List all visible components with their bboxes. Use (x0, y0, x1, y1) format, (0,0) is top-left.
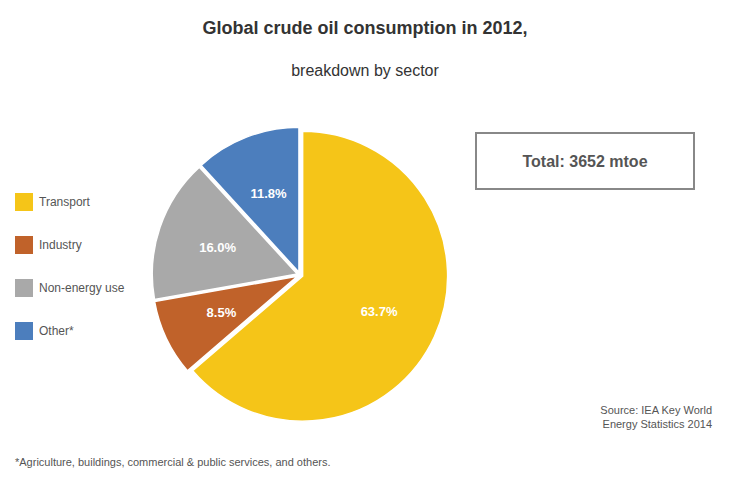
legend-swatch (15, 279, 33, 297)
annotation: Total: 3652 mtoe (522, 153, 647, 170)
data-label: 63.7% (361, 304, 398, 319)
legend-item: Transport (15, 193, 91, 211)
annotation-line: Energy Statistics 2014 (603, 418, 712, 430)
legend-swatch (15, 322, 33, 340)
title: Global crude oil consumption in 2012, (202, 18, 527, 38)
legend-item: Industry (15, 236, 82, 254)
data-label: 11.8% (250, 186, 287, 201)
annotation-box (476, 133, 694, 189)
data-label: 8.5% (207, 305, 237, 320)
legend: Transport Industry Non-energy use Other* (15, 193, 125, 340)
legend-swatch (15, 193, 33, 211)
chart: Global crude oil consumption in 2012, bre… (0, 0, 730, 480)
legend-swatch (15, 236, 33, 254)
pie: 63.7% 8.5% 16.0% 11.8% (152, 127, 447, 421)
legend-label: Other* (39, 324, 74, 338)
subtitle: breakdown by sector (291, 62, 439, 79)
legend-label: Transport (39, 195, 91, 209)
data-label: 16.0% (199, 240, 236, 255)
legend-item: Non-energy use (15, 279, 125, 297)
annotation-line: Source: IEA Key World (600, 404, 712, 416)
legend-label: Industry (39, 238, 82, 252)
legend-item: Other* (15, 322, 74, 340)
legend-label: Non-energy use (39, 281, 125, 295)
annotation: *Agriculture, buildings, commercial & pu… (15, 456, 330, 468)
annotation: Source: IEA Key World Energy Statistics 2… (600, 404, 712, 430)
